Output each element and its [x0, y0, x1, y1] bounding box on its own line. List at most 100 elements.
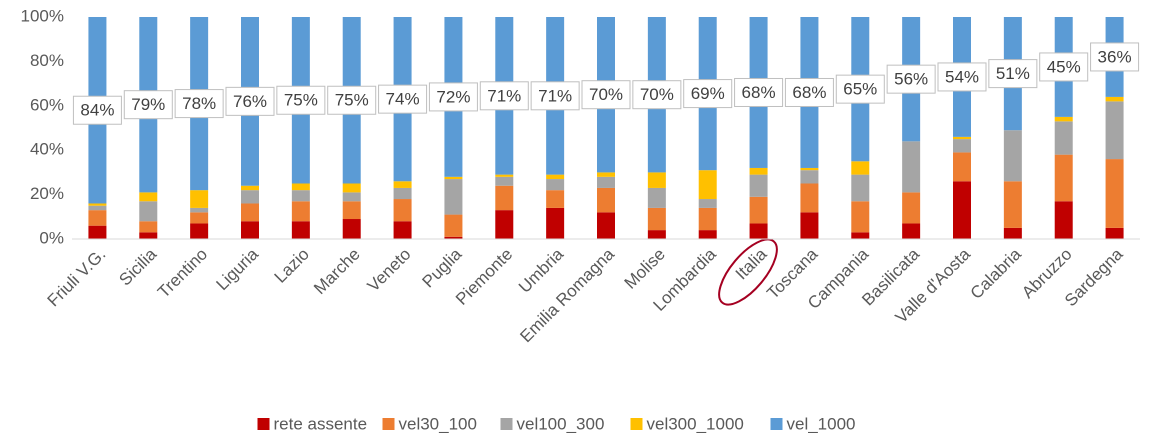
bar-segment [291, 183, 310, 191]
x-tick-label: Sicilia [115, 244, 160, 289]
bar-segment [902, 141, 921, 193]
bar-segment [393, 187, 412, 200]
y-tick-label: 100% [21, 6, 64, 25]
legend-swatch [500, 418, 513, 430]
bar-segment [597, 172, 615, 177]
bar-segment [291, 190, 310, 202]
bar-segment [393, 221, 412, 239]
bar-segment [851, 232, 870, 239]
legend-label: vel_1000 [787, 414, 856, 433]
bar-segment [546, 174, 565, 180]
x-tick-label: Piemonte [452, 245, 516, 309]
value-label: 74% [386, 90, 420, 109]
value-label-box [276, 85, 326, 115]
bar-segment [597, 176, 615, 188]
value-label-box [72, 95, 122, 125]
value-label-box [835, 74, 885, 104]
bar-segment [444, 214, 463, 237]
bar-segment [241, 203, 259, 222]
bar-segment [647, 172, 666, 188]
bar-segment [851, 174, 870, 202]
bar-segment [953, 152, 971, 182]
value-label-box [428, 82, 478, 112]
value-label-box [225, 86, 275, 116]
value-label: 76% [233, 92, 267, 111]
bar-segment [444, 236, 463, 239]
bar-segment [1003, 181, 1022, 228]
bar-segment [139, 221, 158, 233]
value-label: 78% [182, 94, 216, 113]
value-label: 84% [80, 101, 114, 120]
legend-label: vel100_300 [517, 414, 605, 433]
bar-segment [88, 225, 107, 239]
value-label-box [327, 85, 377, 115]
bar-segment [88, 205, 107, 211]
y-tick-label: 60% [30, 95, 64, 114]
bar-segment [647, 187, 666, 208]
value-label: 68% [792, 83, 826, 102]
bar-segment [495, 176, 514, 186]
x-tick-label: Friuli V.G. [44, 245, 110, 311]
value-label: 70% [640, 85, 674, 104]
bar-segment [546, 179, 565, 191]
value-label-box [581, 80, 631, 110]
value-label: 79% [131, 95, 165, 114]
value-label-box [1090, 42, 1140, 72]
legend-label: vel300_1000 [647, 414, 744, 433]
legend-swatch [630, 418, 643, 430]
value-label-box [683, 79, 733, 109]
bar-segment [749, 223, 768, 239]
bar-segment [902, 223, 921, 239]
value-label-box [378, 84, 428, 114]
bar-segment [953, 139, 971, 153]
bar-segment [597, 212, 615, 239]
bar-segment [851, 161, 870, 175]
bar-segment [647, 230, 666, 239]
legend-swatch [257, 418, 270, 430]
value-label: 75% [284, 91, 318, 110]
bar-segment [749, 196, 768, 224]
bar-segment [1054, 121, 1073, 155]
bar-segment [88, 210, 107, 226]
x-tick-label: Trentino [154, 245, 211, 302]
value-label: 51% [996, 64, 1030, 83]
bar-segment [800, 183, 819, 213]
value-label: 45% [1047, 57, 1081, 76]
bar-segment [495, 210, 514, 239]
value-label: 65% [843, 80, 877, 99]
bar-segment [291, 201, 310, 222]
x-tick-label: Puglia [419, 244, 466, 291]
value-label-box [937, 62, 987, 92]
bar-segment [495, 185, 514, 211]
bar-segment [851, 201, 870, 233]
value-label-box [886, 64, 936, 94]
bar-segment [953, 136, 971, 140]
bar-segment [342, 183, 361, 193]
value-label: 70% [589, 85, 623, 104]
bar-segment [1054, 116, 1073, 122]
bar-segment [139, 232, 158, 239]
bar-segment [139, 201, 158, 222]
bar-segment [698, 207, 717, 231]
y-tick-label: 0% [39, 228, 64, 247]
bar-segment [393, 181, 412, 188]
x-tick-label: Molise [621, 245, 669, 293]
bar-segment [546, 190, 565, 208]
bar-segment [749, 167, 768, 175]
x-tick-label: Marche [310, 245, 364, 299]
bar-segment [800, 212, 819, 239]
bar-segment [342, 219, 361, 239]
legend-label: rete assente [274, 414, 368, 433]
bar-segment [444, 176, 463, 180]
value-label-box [479, 81, 529, 111]
bar-segment [190, 223, 209, 239]
bar-segment [139, 192, 158, 202]
y-tick-label: 20% [30, 184, 64, 203]
bar-segment [190, 190, 209, 208]
x-tick-label: Veneto [364, 245, 415, 296]
bar-segment [1105, 101, 1124, 160]
bar-segment [1003, 227, 1022, 239]
value-label-box [988, 59, 1038, 89]
bar-segment [1054, 154, 1073, 202]
